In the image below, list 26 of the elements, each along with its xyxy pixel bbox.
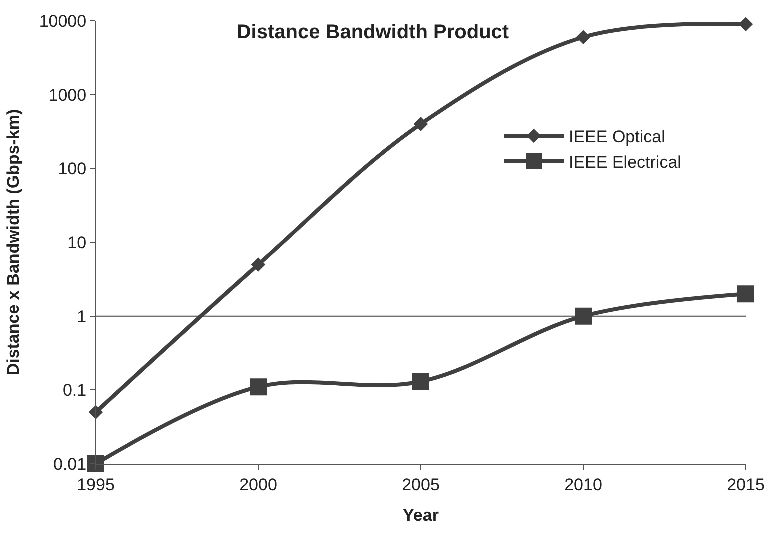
x-tick-label: 2000 (240, 475, 278, 494)
y-axis-title: Distance x Bandwidth (Gbps-km) (4, 109, 23, 376)
y-tick-label: 1000 (48, 86, 87, 105)
legend-label: IEEE Optical (569, 128, 666, 147)
y-tick-label: 100 (58, 160, 87, 179)
point (250, 378, 267, 396)
x-tick-label: 2005 (402, 475, 440, 494)
y-tick-label: 10000 (39, 12, 87, 31)
y-tick-label: 1 (77, 307, 87, 326)
point (412, 373, 430, 390)
point (251, 258, 266, 272)
x-tick-label: 2010 (564, 475, 602, 494)
x-tick-label: 2015 (727, 475, 765, 494)
x-tick-label: 1995 (77, 475, 115, 494)
point (738, 17, 754, 32)
point (738, 286, 754, 303)
point (575, 308, 592, 325)
y-tick-label: 0.01 (54, 454, 87, 474)
y-tick-label: 0.1 (62, 381, 87, 400)
point (88, 456, 104, 472)
legend-label: IEEE Electrical (569, 152, 682, 172)
y-tick-label: 10 (68, 233, 87, 252)
chart-title: Distance Bandwidth Product (236, 21, 510, 44)
point (576, 30, 591, 45)
x-axis-title: Year (403, 506, 440, 525)
point (414, 117, 428, 132)
